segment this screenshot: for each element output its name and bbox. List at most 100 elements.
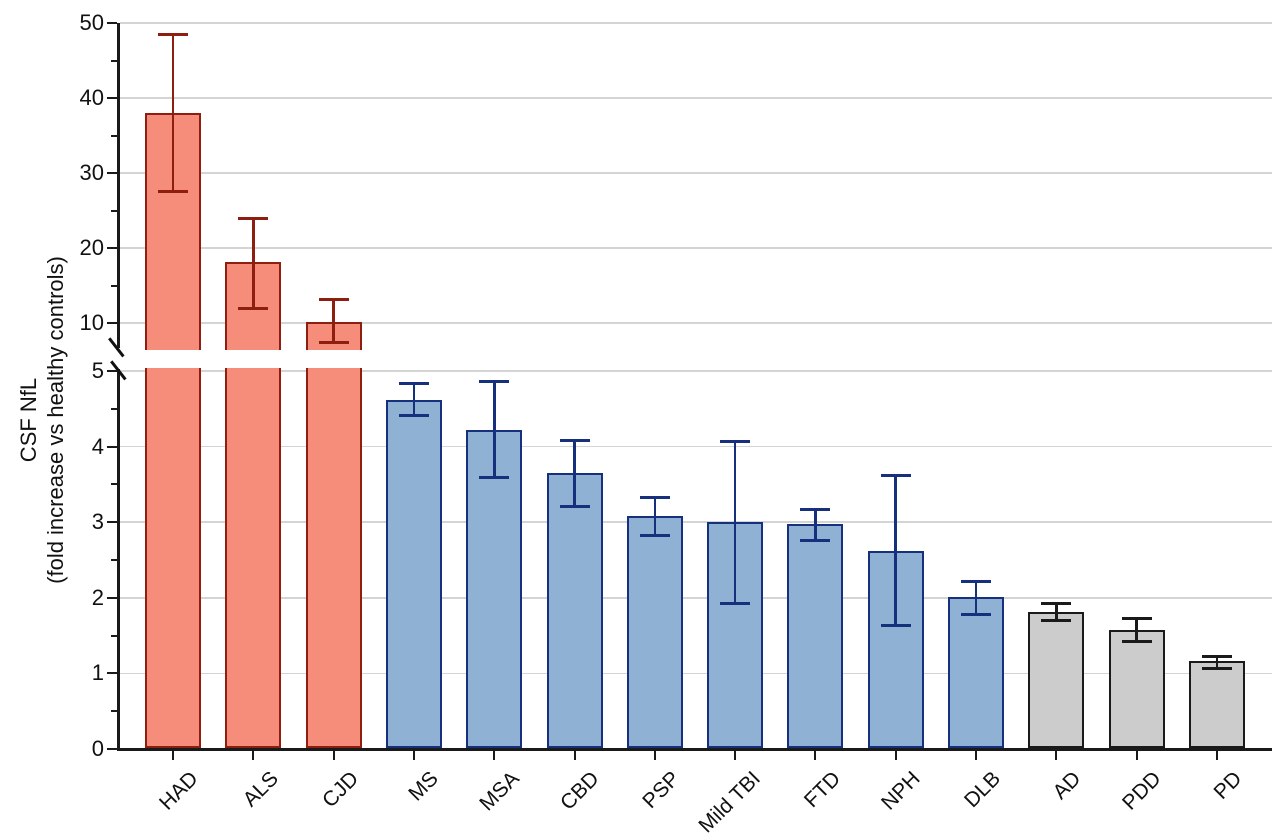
error-bar-cap-low-cjd <box>318 341 349 344</box>
gridline-50 <box>120 22 1272 24</box>
y-tick-50 <box>107 22 117 24</box>
gridline-30 <box>120 172 1272 174</box>
x-label-als: ALS <box>238 767 283 812</box>
y-tick-label-0: 0 <box>91 736 104 761</box>
error-bar-cap-high-msa <box>479 380 510 384</box>
bar-pd <box>1189 661 1246 748</box>
error-bar-cap-low-ms <box>398 414 429 418</box>
y-tick-label-10: 10 <box>79 310 104 335</box>
error-bar-cap-high-dlb <box>961 579 992 583</box>
error-bar-cap-high-cjd <box>318 298 349 302</box>
error-bar-cap-high-cbd <box>559 439 590 443</box>
x-tick-msa <box>493 751 496 760</box>
y-minor-tick-4.5 <box>110 407 117 410</box>
error-bar-cap-low-psp <box>639 534 670 538</box>
bar-cbd <box>546 473 603 748</box>
bar-psp <box>626 516 683 748</box>
y-tick-label-4: 4 <box>91 433 104 459</box>
y-tick-label-2: 2 <box>91 584 104 610</box>
y-tick-label-5: 5 <box>91 358 104 383</box>
x-label-ms: MS <box>404 767 444 806</box>
bar-had <box>145 113 201 748</box>
x-label-cjd: CJD <box>317 767 363 813</box>
x-label-pd: PD <box>1209 767 1247 804</box>
error-bar-cap-low-nph <box>880 624 911 628</box>
error-bar-cap-high-ftd <box>800 507 831 511</box>
y-tick-30 <box>107 172 117 174</box>
x-label-cbd: CBD <box>556 767 604 815</box>
error-bar-cap-low-pdd <box>1121 640 1152 644</box>
x-label-ftd: FTD <box>799 767 845 813</box>
gridline-1 <box>120 672 1272 675</box>
gridline-5 <box>120 370 1272 372</box>
error-bar-line-cbd <box>573 440 576 507</box>
bar-ad <box>1028 612 1085 748</box>
y-minor-tick-45 <box>110 59 117 62</box>
gridline-10 <box>120 322 1272 324</box>
x-tick-psp <box>653 751 656 760</box>
error-bar-line-cjd <box>332 299 335 343</box>
error-bar-cap-low-dlb <box>961 612 992 616</box>
error-bar-cap-low-ftd <box>800 538 831 542</box>
y-tick-20 <box>107 247 117 249</box>
error-bar-line-nph <box>894 475 898 626</box>
y-minor-tick-1.5 <box>110 634 117 637</box>
error-bar-cap-high-ad <box>1041 602 1072 606</box>
error-bar-cap-low-cbd <box>559 504 590 508</box>
error-bar-cap-low-pd <box>1202 666 1233 670</box>
x-tick-cbd <box>573 751 576 760</box>
y-minor-tick-3.5 <box>110 483 117 486</box>
bar-msa <box>466 429 523 748</box>
error-bar-line-had <box>171 34 175 192</box>
error-bar-line-mild-tbi <box>733 441 737 604</box>
x-tick-dlb <box>975 751 978 760</box>
x-tick-als <box>252 751 255 760</box>
x-tick-ms <box>412 751 415 760</box>
error-bar-cap-low-mild-tbi <box>720 601 751 605</box>
x-tick-cjd <box>332 751 335 760</box>
error-bar-cap-high-als <box>238 216 269 220</box>
gridline-3 <box>120 521 1272 523</box>
error-bar-line-msa <box>492 381 496 478</box>
x-tick-ftd <box>814 751 817 760</box>
error-bar-line-ftd <box>814 509 817 541</box>
y-tick-label-1: 1 <box>91 660 104 686</box>
y-minor-tick-25 <box>110 209 117 212</box>
y-tick-label-30: 30 <box>79 160 104 185</box>
error-bar-cap-high-mild-tbi <box>720 439 751 443</box>
x-label-mild-tbi: Mild TBI <box>693 767 765 838</box>
y-axis-lower-segment <box>117 369 120 751</box>
axis-break-band <box>122 350 1272 368</box>
error-bar-cap-high-ms <box>398 382 429 386</box>
x-tick-nph <box>894 751 897 760</box>
y-tick-3 <box>107 521 117 524</box>
error-bar-cap-high-nph <box>880 473 911 477</box>
error-bar-cap-high-psp <box>639 495 670 499</box>
bar-ms <box>385 399 442 748</box>
y-tick-2 <box>107 596 117 599</box>
y-tick-1 <box>107 672 117 675</box>
gridline-40 <box>120 97 1272 99</box>
y-tick-5 <box>107 370 117 372</box>
x-tick-pd <box>1216 751 1219 760</box>
error-bar-cap-low-had <box>158 190 188 194</box>
y-tick-10 <box>107 322 117 324</box>
x-label-ad: AD <box>1048 767 1086 804</box>
error-bar-line-psp <box>653 497 657 536</box>
x-tick-pdd <box>1135 751 1138 760</box>
x-label-pdd: PDD <box>1118 767 1166 815</box>
y-tick-label-50: 50 <box>79 10 104 35</box>
y-minor-tick-35 <box>110 134 117 137</box>
x-axis <box>117 748 1272 751</box>
x-label-msa: MSA <box>475 767 524 816</box>
y-minor-tick-2.5 <box>110 559 117 561</box>
x-tick-had <box>172 751 174 760</box>
error-bar-cap-high-pdd <box>1121 616 1152 620</box>
error-bar-line-ad <box>1055 603 1058 621</box>
y-minor-tick-15 <box>110 284 117 287</box>
y-tick-4 <box>107 445 117 448</box>
gridline-2 <box>120 597 1272 599</box>
gridline-4 <box>120 445 1272 448</box>
error-bar-line-pd <box>1215 656 1219 669</box>
